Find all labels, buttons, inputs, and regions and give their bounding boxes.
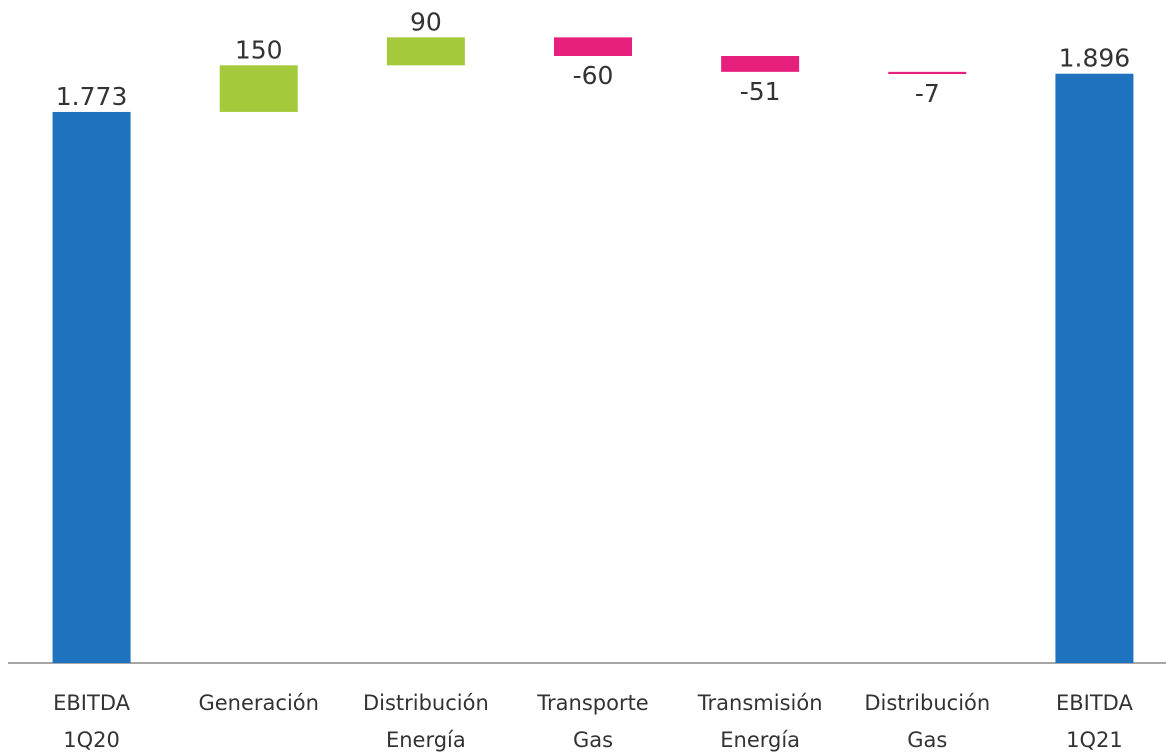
x-tick-label: EBITDA — [1056, 691, 1133, 715]
bar — [386, 37, 465, 66]
x-tick-label: Gas — [907, 728, 947, 752]
bar — [1055, 73, 1134, 663]
x-tick-label: Transmisión — [697, 691, 823, 715]
x-tick-label: Distribución — [864, 691, 990, 715]
data-label: 150 — [235, 35, 283, 64]
data-label: -7 — [915, 79, 940, 108]
x-tick-label: Generación — [198, 691, 318, 715]
x-tick-label: Distribución — [363, 691, 489, 715]
x-tick-label: 1Q21 — [1066, 728, 1123, 752]
x-tick-label: Energía — [720, 728, 800, 752]
x-tick-label: Transporte — [536, 691, 648, 715]
bar — [721, 56, 800, 72]
bar — [554, 37, 632, 57]
x-tick-label: Gas — [573, 728, 613, 752]
data-label: 1.896 — [1059, 44, 1131, 73]
data-label: 1.773 — [56, 82, 128, 111]
x-tick-label: EBITDA — [53, 691, 130, 715]
x-tick-label: 1Q20 — [63, 728, 120, 752]
bar — [52, 111, 131, 663]
bar — [219, 65, 298, 112]
data-label: -60 — [573, 61, 614, 90]
data-label: 90 — [410, 7, 442, 36]
data-label: -51 — [740, 77, 781, 106]
x-tick-label: Energía — [386, 728, 466, 752]
bar — [888, 71, 967, 75]
